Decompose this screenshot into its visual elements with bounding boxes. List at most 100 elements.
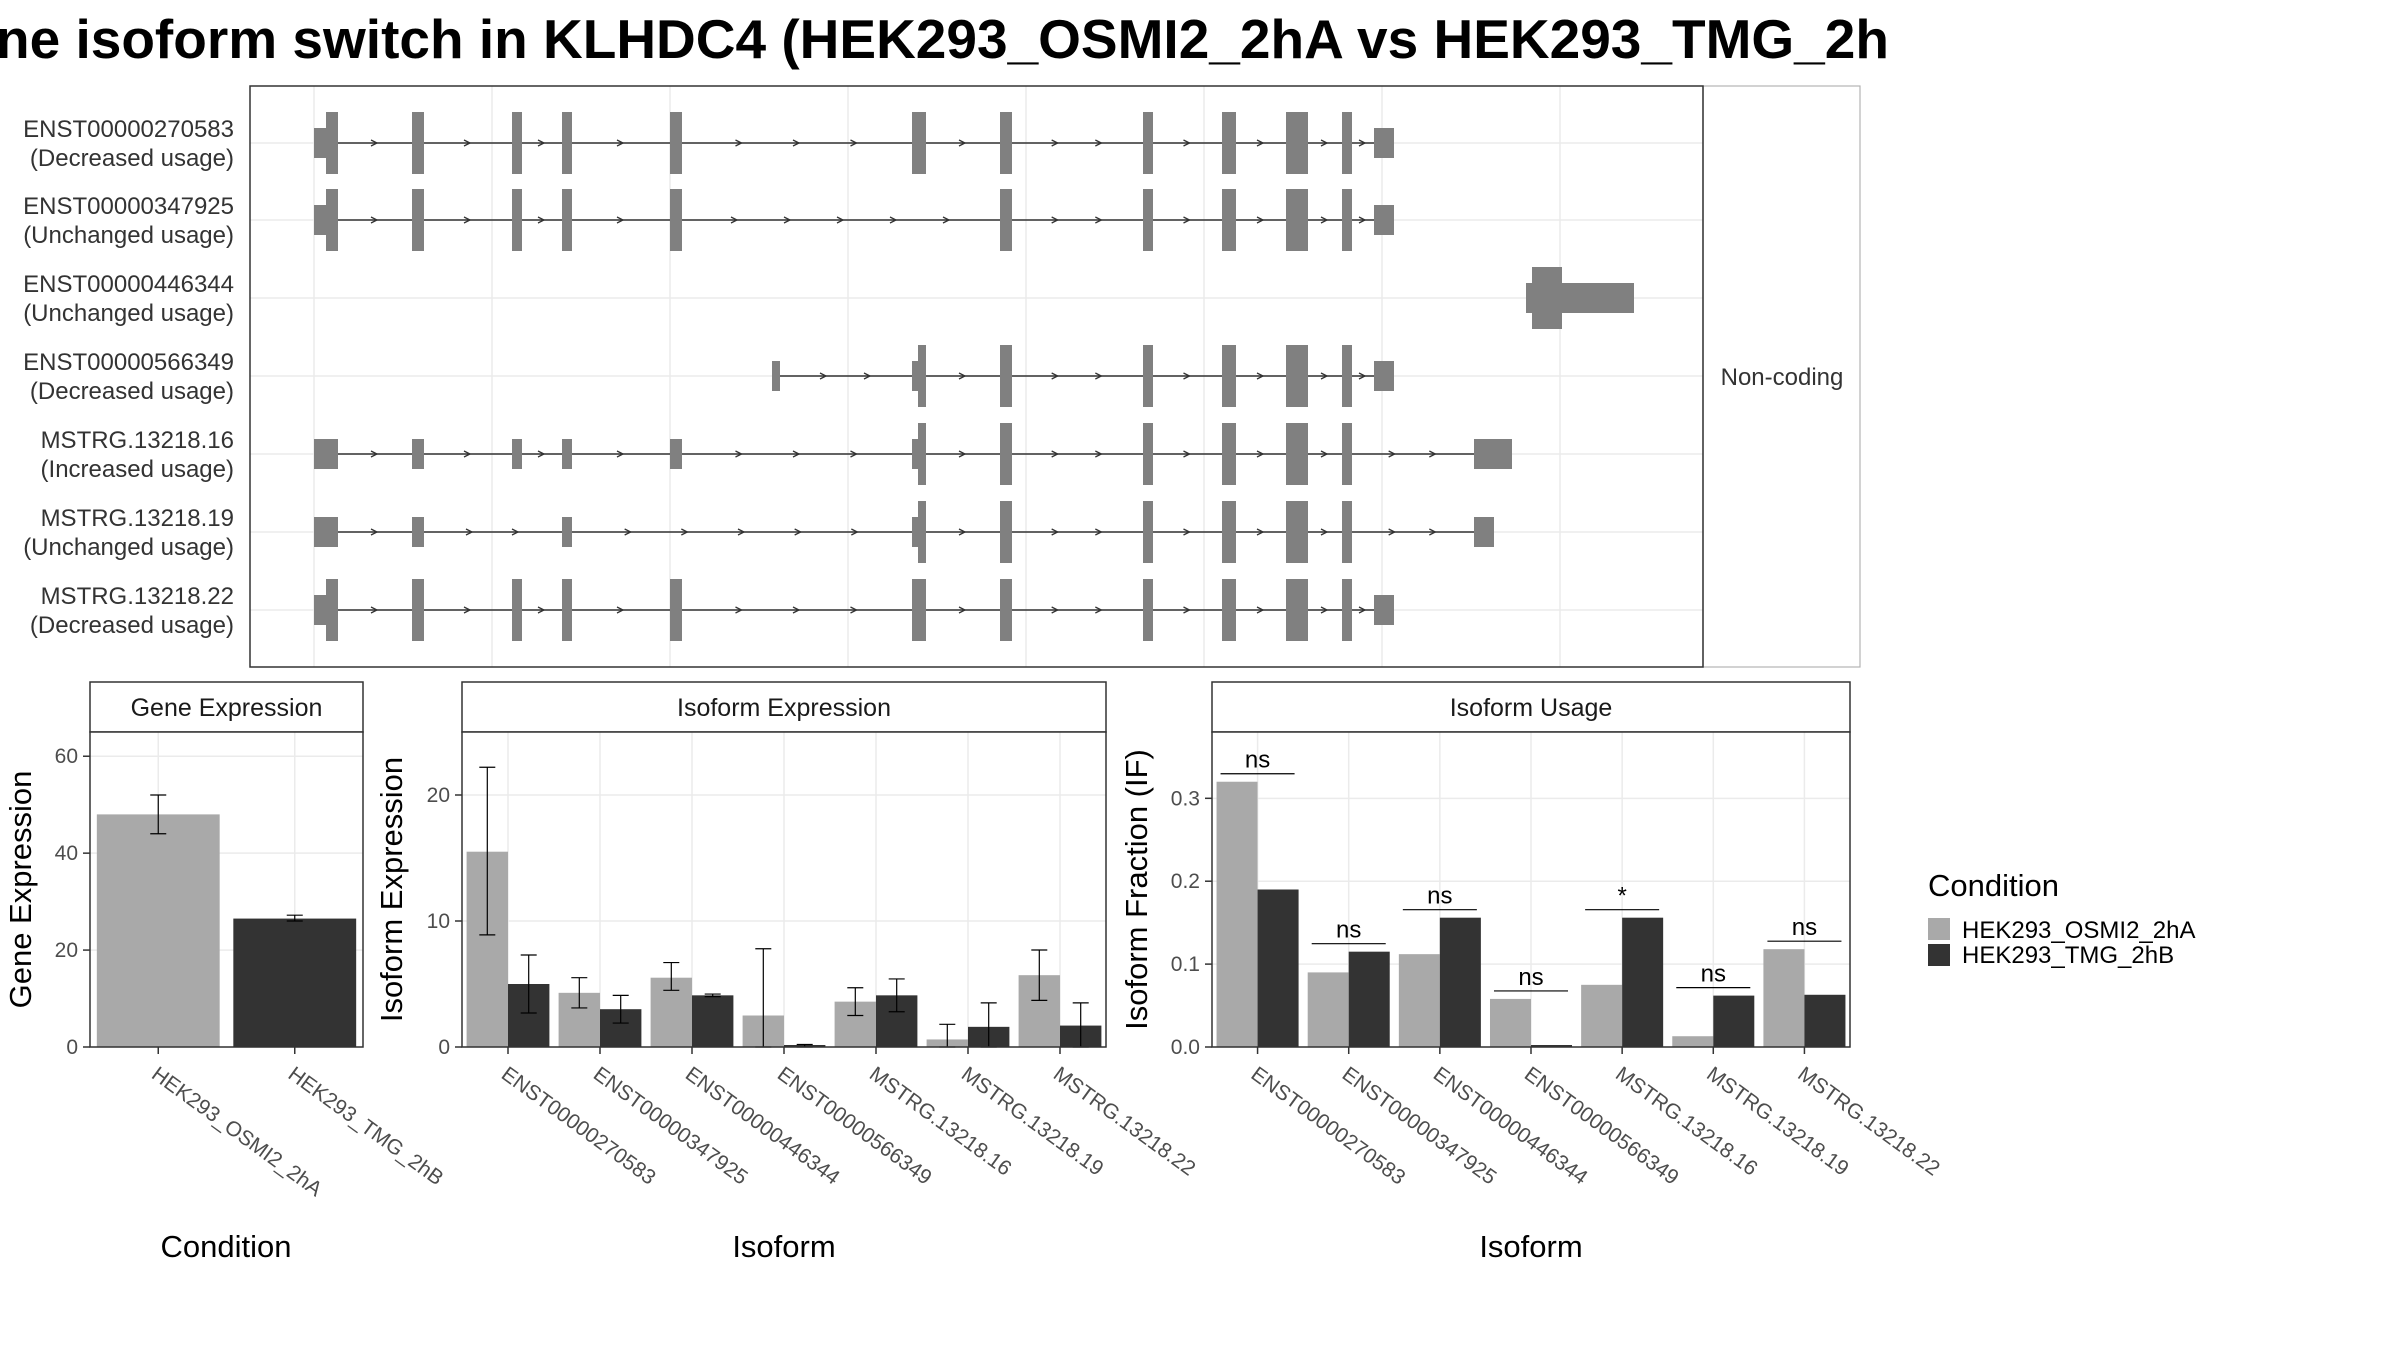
transcript-usage-label: (Decreased usage) [30, 145, 234, 172]
exon-block [1342, 189, 1352, 251]
utr-block [412, 439, 424, 469]
intron-arrow [681, 528, 689, 536]
exon-block [1342, 579, 1352, 641]
isoform-usage-panel: Isoform Usage 0.0 0.1 0.2 0.3 ns ENST000002705… [1119, 681, 1944, 1264]
bar [96, 814, 220, 1047]
panel-strip-title: Isoform Expression [677, 694, 891, 722]
intron-arrow [1320, 450, 1329, 458]
transcript-id-label: ENST00000270583 [23, 116, 234, 143]
intron-arrow [1095, 139, 1103, 147]
intron-arrow [511, 528, 520, 536]
exon-block [1000, 189, 1012, 251]
exon-block [1143, 345, 1153, 407]
intron-arrow [465, 528, 474, 536]
transcript-usage-label: (Unchanged usage) [23, 222, 234, 249]
transcript-track [314, 112, 1394, 174]
bar-tmg [1622, 917, 1664, 1047]
transcript-track [772, 345, 1394, 407]
bar-osmi2 [1763, 949, 1805, 1047]
utr-block [314, 205, 326, 235]
exon-block [918, 423, 926, 485]
y-tick-label: 0.3 [1171, 787, 1200, 810]
intron-arrow [783, 216, 792, 224]
significance-label: ns [1336, 917, 1361, 944]
intron-arrow [616, 606, 625, 614]
exon-block [1342, 423, 1352, 485]
transcript-id-label: MSTRG.13218.19 [41, 505, 234, 532]
bar-tmg [1713, 995, 1755, 1047]
utr-block [512, 439, 522, 469]
exon-block [326, 112, 338, 174]
intron-arrow [1051, 216, 1060, 224]
error-bar [704, 993, 721, 998]
intron-arrow [537, 216, 546, 224]
exon-block [562, 189, 572, 251]
utr-block [1474, 439, 1512, 469]
bar-tmg [1348, 951, 1390, 1047]
utr-block [562, 439, 572, 469]
intron-arrow [1358, 139, 1367, 147]
utr-block [772, 361, 780, 391]
intron-arrow [624, 528, 633, 536]
intron-arrow [1320, 528, 1329, 536]
intron-arrow [1183, 450, 1191, 458]
exon-block [1000, 579, 1012, 641]
exon-block [1222, 189, 1236, 251]
intron-arrow [1256, 606, 1265, 614]
error-bar [286, 914, 303, 922]
exon-block [1000, 501, 1012, 563]
exon-block [912, 579, 926, 641]
utr-block [314, 595, 326, 625]
exon-block [512, 579, 522, 641]
error-bar [479, 766, 496, 936]
panel-border [89, 731, 364, 1048]
intron-arrow [792, 139, 801, 147]
exon-block [1342, 501, 1352, 563]
intron-arrow [851, 528, 859, 536]
exon-block [1286, 423, 1308, 485]
intron-arrow [537, 606, 546, 614]
x-axis-title: Condition [161, 1229, 292, 1264]
intron-arrow [850, 139, 858, 147]
transcript-track [314, 423, 1512, 485]
intron-arrow [463, 139, 472, 147]
exon-block [1000, 112, 1012, 174]
intron-arrow [850, 450, 858, 458]
exon-block [670, 189, 682, 251]
exon-block [1222, 112, 1236, 174]
y-tick-label: 0.1 [1171, 953, 1200, 976]
exon-block [912, 112, 926, 174]
intron-arrow [370, 606, 379, 614]
transcript-id-label: ENST00000347925 [23, 193, 234, 220]
intron-arrow [537, 450, 546, 458]
intron-arrow [1358, 606, 1367, 614]
intron-arrow [1183, 216, 1191, 224]
utr-block [314, 517, 338, 547]
exon-block [1286, 345, 1308, 407]
legend-swatch-tmg [1928, 944, 1950, 966]
intron-arrow [1183, 139, 1191, 147]
utr-block [912, 517, 918, 547]
intron-arrow [1051, 450, 1060, 458]
intron-arrow [737, 528, 746, 536]
significance-label: ns [1792, 914, 1817, 941]
intron-arrow [1429, 450, 1437, 458]
error-bar [1031, 949, 1048, 1001]
intron-arrow [1051, 139, 1060, 147]
exon-block [512, 189, 522, 251]
intron-arrow [537, 139, 546, 147]
intron-arrow [1183, 528, 1191, 536]
intron-arrow [463, 606, 472, 614]
intron-arrow [1358, 216, 1367, 224]
transcript-id-label: MSTRG.13218.16 [41, 427, 234, 454]
exon-block [1286, 112, 1308, 174]
exon-block [1143, 579, 1153, 641]
utr-block [1374, 128, 1394, 158]
panel-strip-title: Gene Expression [131, 694, 323, 722]
exon-block [412, 579, 424, 641]
exon-block [670, 579, 682, 641]
significance-label: ns [1701, 961, 1726, 988]
error-bar [520, 954, 537, 1014]
exon-block [1342, 345, 1352, 407]
bar-osmi2 [1489, 998, 1531, 1047]
